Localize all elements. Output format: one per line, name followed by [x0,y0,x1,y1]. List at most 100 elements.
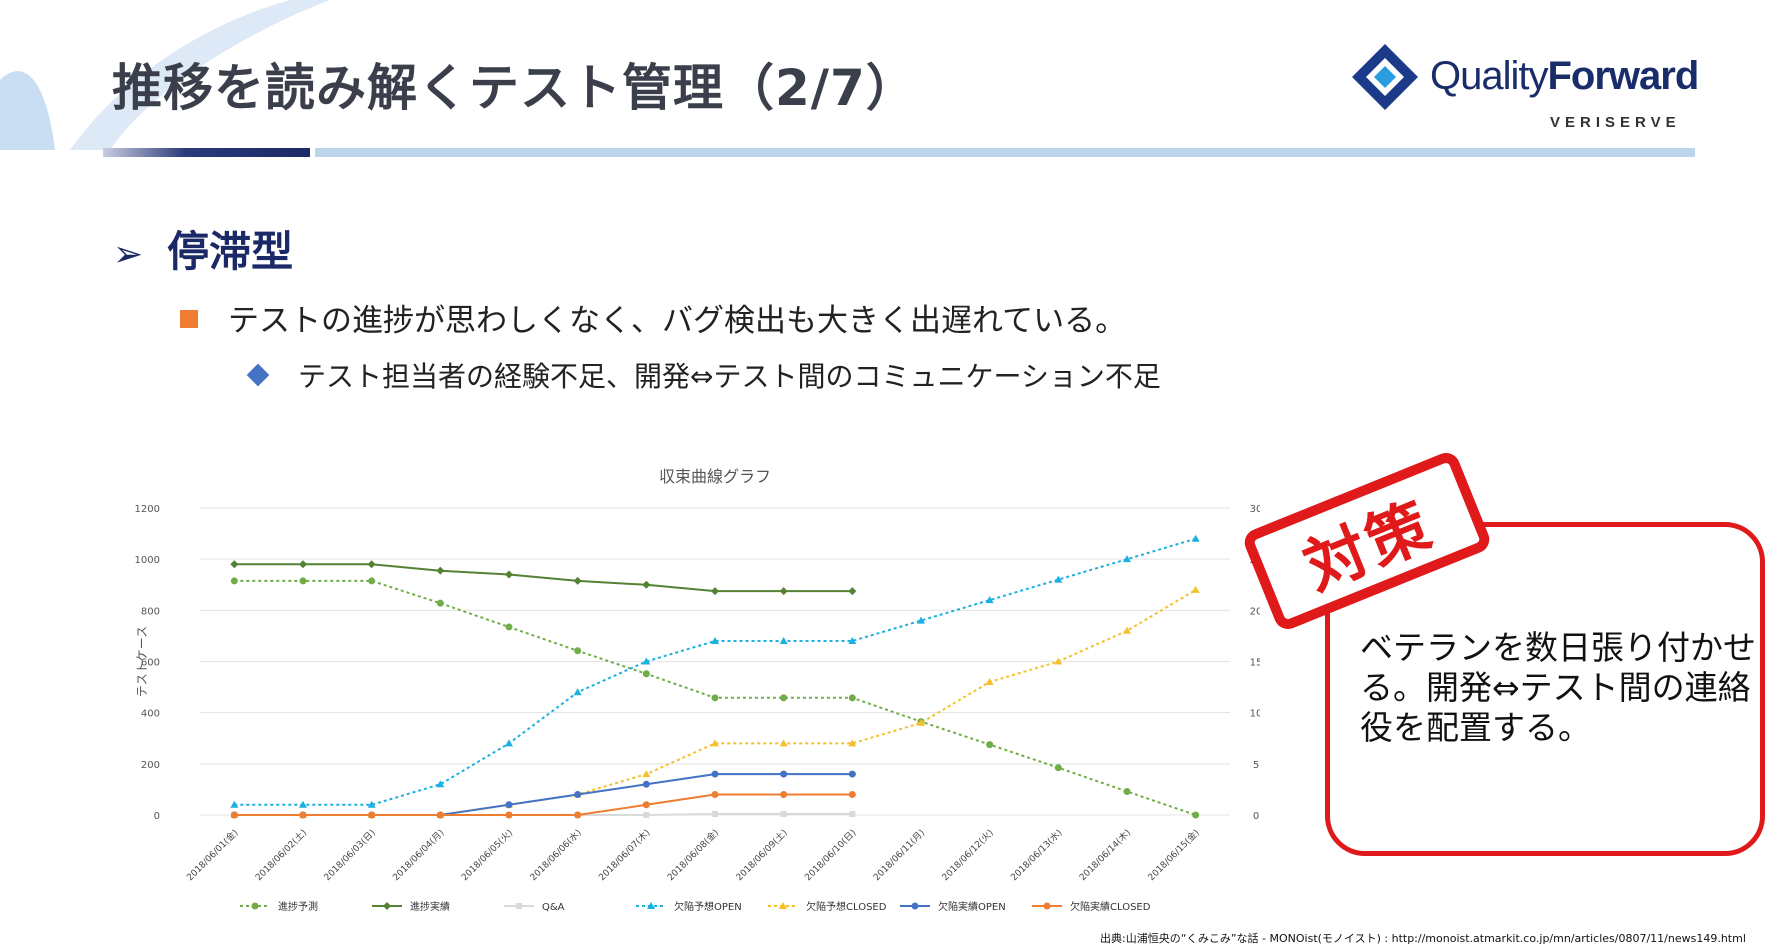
diamond-logo-icon [1352,44,1418,110]
legend-label: Q&A [542,902,565,913]
x-tick-label: 2018/06/15(金) [1145,827,1202,884]
data-point [436,599,444,607]
x-tick-label: 2018/06/06(水) [527,827,584,884]
data-point [505,811,513,819]
legend-marker [251,902,259,910]
title-underline-dark [103,148,310,157]
y-tick-label: 0 [154,811,160,822]
legend-label: 欠陥実績CLOSED [1070,900,1151,913]
callout-text: ベテランを数日張り付かせる。開発⇔テスト間の連絡役を配置する。 [1360,628,1756,747]
data-point [436,566,445,575]
data-point [505,570,513,579]
data-point [711,791,719,799]
data-point [1123,626,1131,634]
legend-marker [383,902,391,910]
data-point [1054,657,1063,665]
diamond-bullet-icon [246,363,270,387]
y-axis-label: テストケース [135,626,149,697]
chart-title: 収束曲線グラフ [659,467,771,486]
data-point [779,739,788,747]
data-point [711,770,719,778]
data-point [848,587,857,596]
x-tick-label: 2018/06/04(月) [391,827,447,883]
data-point [368,811,376,819]
data-point [299,577,307,585]
data-point [1191,534,1200,542]
legend-label: 欠陥予想CLOSED [806,900,887,913]
data-point [1054,764,1062,772]
data-point [299,800,307,808]
data-point [1123,787,1131,795]
data-point [711,587,719,596]
square-bullet-icon [180,310,198,328]
x-tick-label: 2018/06/14(木) [1077,827,1134,884]
y-tick-label: 200 [141,760,160,771]
data-point [848,791,856,799]
bullet-level1: テストの進捗が思わしくなく、バグ検出も大きく出遅れている。 [180,295,1126,340]
data-point [848,694,856,702]
data-point [848,637,857,645]
data-point [573,688,582,696]
y2-tick-label: 15 [1250,658,1260,669]
legend-label: 進捗実績 [410,900,450,913]
section-heading: ➢ 停滞型 [113,227,294,276]
x-tick-label: 2018/06/03(日) [322,827,378,883]
data-point [368,577,376,585]
data-point [505,739,513,747]
legend-marker [911,902,919,910]
slide-title: 推移を読み解くテスト管理（2/7） [112,59,917,117]
data-point [574,811,582,819]
data-point [299,811,307,819]
x-tick-label: 2018/06/02(土) [253,827,310,884]
data-point [1192,811,1200,819]
data-point [985,596,994,604]
data-point [711,739,719,747]
convergence-chart: 収束曲線グラフ020040060080010001200051015202530… [135,467,1260,913]
data-point [985,677,994,685]
legend-label: 欠陥予想OPEN [674,900,742,913]
data-point [230,811,238,819]
y-tick-label: 800 [141,606,160,617]
data-point [230,800,239,808]
y-tick-label: 1000 [135,555,160,566]
data-point [505,623,513,631]
data-point [849,810,856,817]
data-point [917,718,925,726]
legend-marker [1043,902,1051,910]
data-point [780,791,788,799]
legend-marker [516,903,522,909]
data-point [299,560,307,569]
y2-tick-label: 20 [1250,606,1260,617]
data-point [436,811,444,819]
series-line [234,563,853,593]
data-point [711,637,719,645]
data-point [986,741,994,749]
decorative-swoosh [0,0,330,150]
data-point [712,810,718,817]
x-tick-label: 2018/06/08(金) [665,827,722,884]
arrow-bullet-icon: ➢ [113,234,144,275]
x-tick-label: 2018/06/07(木) [596,827,653,884]
data-point [367,800,376,808]
data-point [642,801,650,809]
logo-subtitle: VERISERVE [1550,114,1681,131]
x-tick-label: 2018/06/05(火) [459,827,515,883]
data-point [574,791,582,799]
data-point [642,780,650,788]
legend-marker [647,902,655,909]
data-point [230,560,239,569]
legend-marker [779,902,787,909]
bullet-level2: テスト担当者の経験不足、開発⇔テスト間のコミュニケーション不足 [246,355,1161,395]
y2-tick-label: 30 [1250,504,1260,515]
data-point [848,739,857,747]
y-tick-label: 600 [141,658,160,669]
data-point [643,812,650,818]
data-point [780,770,788,778]
company-logo: QualityForward VERISERVE [1350,42,1700,142]
data-point [1054,575,1063,583]
data-point [367,560,376,569]
data-point [1191,585,1200,593]
data-point [642,770,651,778]
y2-tick-label: 5 [1253,760,1259,771]
data-point [779,587,788,596]
